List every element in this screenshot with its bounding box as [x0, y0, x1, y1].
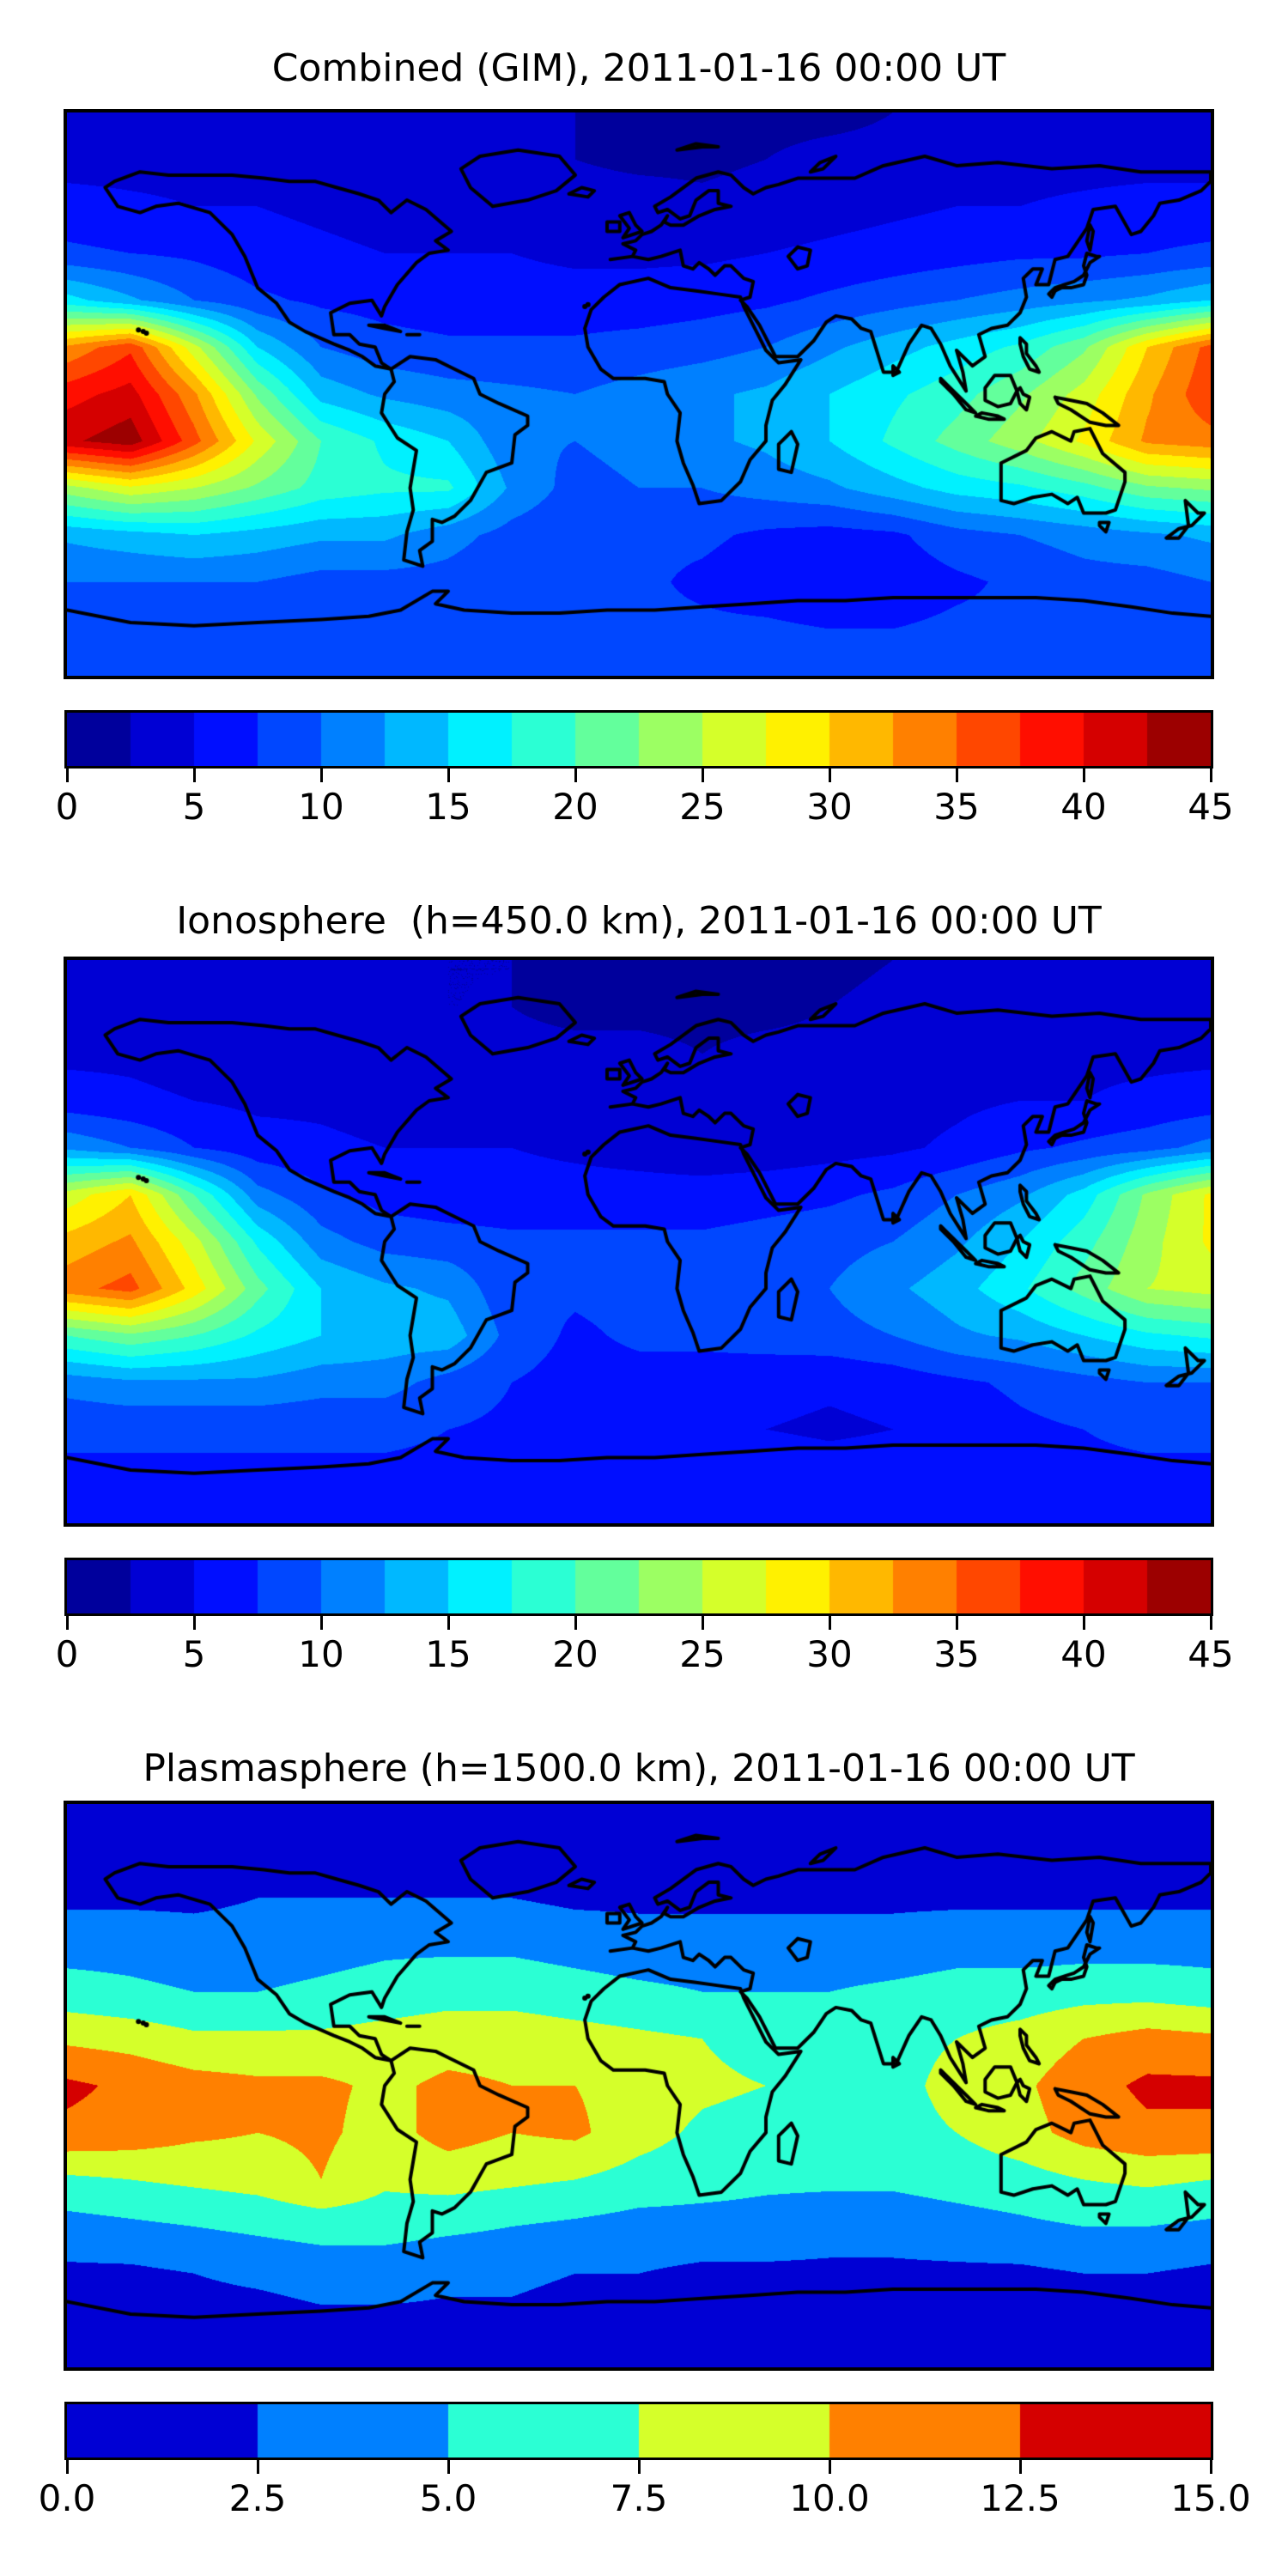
colorbar-tick-label: 5 [182, 786, 206, 828]
colorbar-tick-mark [447, 2460, 450, 2474]
colorbar-plasmasphere [64, 2402, 1213, 2460]
colorbar-tick-label: 45 [1188, 1633, 1234, 1675]
colorbar-tick-mark [702, 769, 704, 782]
colorbar-tick-mark [66, 1616, 69, 1630]
colorbar-tick-label: 35 [933, 786, 980, 828]
colorbar-tick-label: 35 [933, 1633, 980, 1675]
colorbar-tick-mark [574, 1616, 577, 1630]
colorbar-tick-label: 40 [1060, 786, 1107, 828]
colorbar-tick-label: 40 [1060, 1633, 1107, 1675]
colorbar-tick-label: 30 [806, 1633, 853, 1675]
colorbar-tick-label: 15 [425, 1633, 471, 1675]
map-canvas-plasmasphere [67, 1804, 1211, 2367]
colorbar-tick-label: 15.0 [1170, 2477, 1251, 2519]
map-canvas-combined [67, 112, 1211, 676]
colorbar-tick-mark [638, 2460, 641, 2474]
colorbar-tick-label: 5.0 [419, 2477, 477, 2519]
colorbar-tick-label: 45 [1188, 786, 1234, 828]
panel-title-plasmasphere: Plasmasphere (h=1500.0 km), 2011-01-16 0… [143, 1747, 1135, 1790]
colorbar-tick-label: 10 [298, 1633, 344, 1675]
colorbar-tick-mark [193, 769, 196, 782]
colorbar-tick-label: 15 [425, 786, 471, 828]
colorbar-tick-label: 12.5 [980, 2477, 1060, 2519]
colorbar-tick-mark [956, 769, 958, 782]
panel-title-combined: Combined (GIM), 2011-01-16 00:00 UT [271, 46, 1006, 90]
colorbar-tick-label: 2.5 [228, 2477, 287, 2519]
map-combined [64, 109, 1214, 679]
colorbar-tick-mark [574, 769, 577, 782]
map-ionosphere [64, 957, 1214, 1527]
colorbar-tick-label: 0 [55, 1633, 79, 1675]
colorbar-tick-label: 0.0 [38, 2477, 96, 2519]
colorbar-ticks-combined: 0 5 10 15 20 25 30 35 40 45 [56, 769, 1234, 837]
colorbar-tick-mark [1210, 769, 1212, 782]
colorbar-ticks-ionosphere: 0 5 10 15 20 25 30 35 40 45 [56, 1616, 1234, 1685]
colorbar-tick-mark [447, 769, 450, 782]
colorbar-tick-label: 10 [298, 786, 344, 828]
colorbar-tick-mark [1083, 1616, 1085, 1630]
colorbar-tick-mark [829, 769, 831, 782]
panel-title-ionosphere: Ionosphere (h=450.0 km), 2011-01-16 00:0… [176, 899, 1102, 943]
colorbar-tick-mark [702, 1616, 704, 1630]
colorbar-combined [64, 710, 1213, 769]
colorbar-canvas-combined [67, 713, 1211, 766]
colorbar-tick-mark [66, 2460, 69, 2474]
colorbar-tick-mark [1210, 2460, 1212, 2474]
colorbar-tick-label: 20 [552, 1633, 598, 1675]
colorbar-tick-mark [66, 769, 69, 782]
colorbar-tick-mark [1019, 2460, 1022, 2474]
colorbar-tick-label: 20 [552, 786, 598, 828]
colorbar-tick-label: 10.0 [789, 2477, 870, 2519]
colorbar-tick-mark [829, 2460, 831, 2474]
colorbar-tick-mark [447, 1616, 450, 1630]
colorbar-tick-label: 25 [679, 786, 726, 828]
colorbar-tick-label: 0 [55, 786, 79, 828]
colorbar-tick-mark [1210, 1616, 1212, 1630]
colorbar-tick-mark [193, 1616, 196, 1630]
colorbar-tick-mark [320, 769, 323, 782]
map-plasmasphere [64, 1801, 1214, 2371]
colorbar-tick-mark [257, 2460, 259, 2474]
map-canvas-ionosphere [67, 960, 1211, 1523]
colorbar-ionosphere [64, 1558, 1213, 1616]
colorbar-canvas-ionosphere [67, 1560, 1211, 1613]
colorbar-ticks-plasmasphere: 0.0 2.5 5.0 7.5 10.0 12.5 15.0 [39, 2460, 1251, 2529]
colorbar-canvas-plasmasphere [67, 2404, 1211, 2458]
colorbar-tick-label: 25 [679, 1633, 726, 1675]
colorbar-tick-label: 7.5 [610, 2477, 668, 2519]
colorbar-tick-label: 30 [806, 786, 853, 828]
colorbar-tick-label: 5 [182, 1633, 206, 1675]
colorbar-tick-mark [829, 1616, 831, 1630]
colorbar-tick-mark [956, 1616, 958, 1630]
colorbar-tick-mark [1083, 769, 1085, 782]
colorbar-tick-mark [320, 1616, 323, 1630]
